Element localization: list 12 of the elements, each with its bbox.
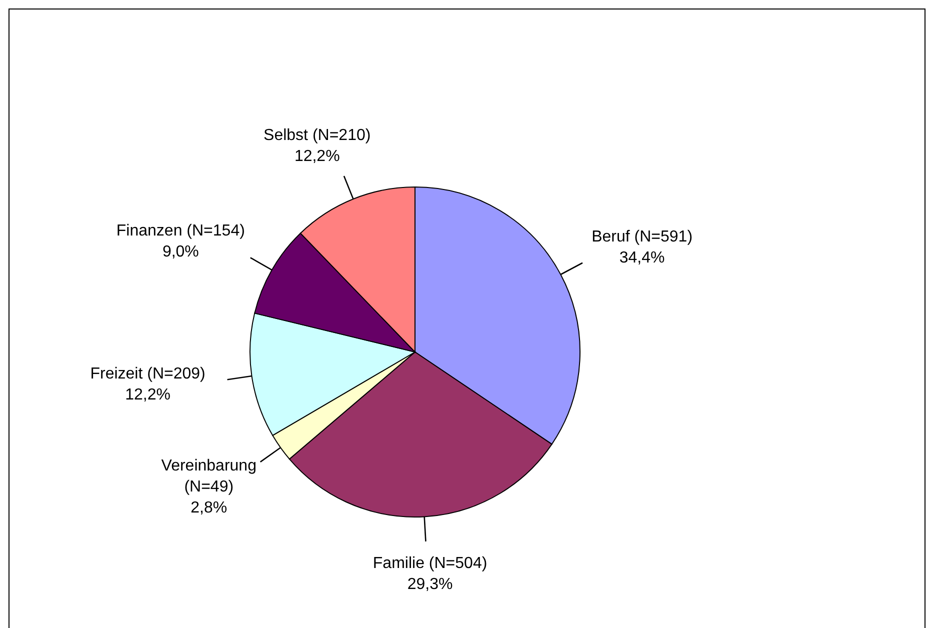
- slice-label: Beruf (N=591): [592, 228, 693, 246]
- slice-label: Finanzen (N=154): [116, 222, 245, 240]
- data-label: 9,0%: [162, 243, 199, 260]
- data-label: 2,8%: [190, 499, 228, 516]
- data-label: 34,4%: [619, 250, 665, 267]
- legend-label: Freizeit (N=209): [90, 365, 206, 382]
- data-label: 29,3%: [407, 576, 453, 593]
- slice-label: Familie (N=504): [372, 554, 488, 572]
- data-label: 12,2%: [125, 386, 170, 404]
- data-label: 12,2%: [294, 148, 340, 165]
- slice-label: Vereinbarung (N=49): [161, 457, 256, 496]
- slice-label: Selbst (N=210): [264, 126, 371, 144]
